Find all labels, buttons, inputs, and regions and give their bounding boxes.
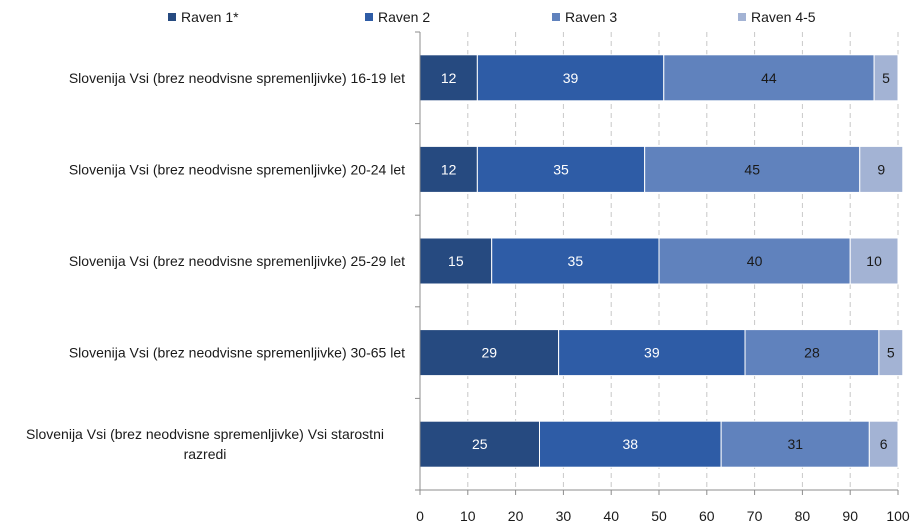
bar-segment — [419, 420, 540, 468]
data-label: 39 — [563, 70, 579, 86]
x-tick-label: 50 — [651, 508, 667, 522]
data-label: 12 — [441, 161, 457, 177]
bar-segment — [476, 54, 665, 102]
data-label: 5 — [882, 70, 890, 86]
data-label: 25 — [472, 436, 488, 452]
legend-swatch — [738, 13, 746, 21]
data-label: 12 — [441, 70, 457, 86]
bar-segment — [878, 329, 904, 377]
bar-segment — [476, 145, 646, 193]
bar-segment — [849, 237, 899, 285]
legend-label: Raven 3 — [565, 9, 617, 25]
data-label: 31 — [787, 436, 803, 452]
data-label: 40 — [747, 253, 763, 269]
category-label: Slovenija Vsi (brez neodvisne spremenlji… — [69, 345, 405, 361]
data-label: 35 — [568, 253, 584, 269]
bar-segment — [658, 237, 851, 285]
category-label: Slovenija Vsi (brez neodvisne spremenlji… — [69, 253, 405, 269]
bar-segment — [744, 329, 880, 377]
legend-swatch — [168, 13, 176, 21]
legend-swatch — [552, 13, 560, 21]
legend-label: Raven 4-5 — [751, 9, 816, 25]
data-label: 44 — [761, 70, 777, 86]
bar-segment — [644, 145, 861, 193]
legend-label: Raven 1* — [181, 9, 239, 25]
data-label: 15 — [448, 253, 464, 269]
bar-segment — [491, 237, 660, 285]
data-label: 45 — [744, 161, 760, 177]
bar-segment — [419, 145, 478, 193]
data-label: 9 — [877, 161, 885, 177]
bar-segment — [539, 420, 722, 468]
x-tick-label: 20 — [508, 508, 524, 522]
axes: Slovenija Vsi (brez neodvisne spremenlji… — [26, 31, 910, 522]
x-tick-label: 40 — [603, 508, 619, 522]
data-label: 5 — [887, 345, 895, 361]
x-tick-label: 30 — [556, 508, 572, 522]
bar-segment — [558, 329, 746, 377]
category-label: Slovenija Vsi (brez neodvisne spremenlji… — [26, 426, 384, 462]
legend-label: Raven 2 — [378, 9, 430, 25]
bar-segment — [868, 420, 899, 468]
legend: Raven 1* Raven 2 Raven 3 Raven 4-5 — [168, 9, 816, 25]
bar-segment — [720, 420, 870, 468]
x-tick-label: 70 — [747, 508, 763, 522]
x-tick-label: 80 — [795, 508, 811, 522]
x-tick-label: 60 — [699, 508, 715, 522]
data-label: 29 — [482, 345, 498, 361]
x-tick-label: 100 — [886, 508, 910, 522]
bar-segment — [663, 54, 875, 102]
x-tick-label: 0 — [416, 508, 424, 522]
x-tick-label: 90 — [842, 508, 858, 522]
data-label: 10 — [866, 253, 882, 269]
bar-segment — [873, 54, 899, 102]
data-label: 28 — [804, 345, 820, 361]
data-label: 35 — [553, 161, 569, 177]
bar-segments: 12 39 44 5 12 35 45 9 15 35 40 10 29 39 28 5 25 38 31 6 — [419, 54, 904, 468]
category-label: Slovenija Vsi (brez neodvisne spremenlji… — [69, 70, 405, 86]
data-label: 6 — [880, 436, 888, 452]
legend-swatch — [365, 13, 373, 21]
data-label: 38 — [623, 436, 639, 452]
x-tick-label: 10 — [460, 508, 476, 522]
bar-segment — [859, 145, 904, 193]
data-label: 39 — [644, 345, 660, 361]
category-label: Slovenija Vsi (brez neodvisne spremenlji… — [69, 161, 405, 177]
